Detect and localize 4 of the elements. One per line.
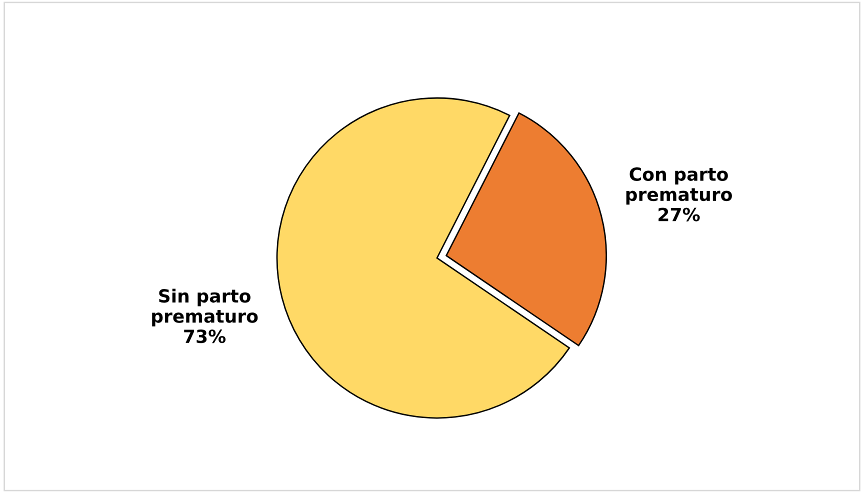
data-label: 73%	[184, 329, 226, 344]
slice-label: Sin parto prematuro	[152, 288, 258, 326]
data-label: 27%	[658, 208, 700, 222]
slice-label: Con parto prematuro	[626, 167, 732, 205]
